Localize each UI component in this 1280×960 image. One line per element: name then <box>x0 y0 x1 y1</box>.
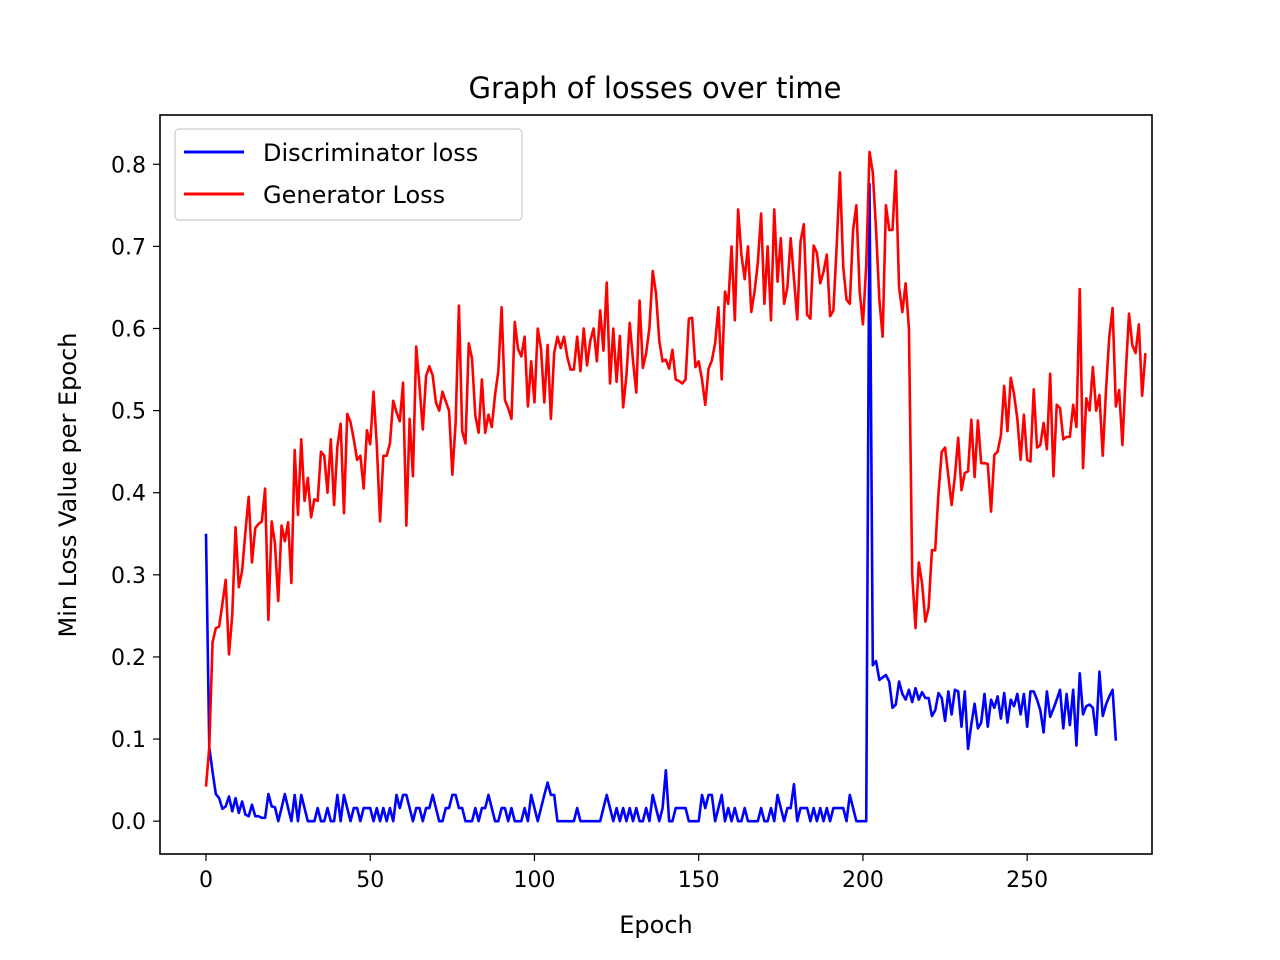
y-tick-label: 0.1 <box>111 728 146 753</box>
legend-label-discriminator: Discriminator loss <box>263 139 478 167</box>
x-axis-label: Epoch <box>619 911 693 939</box>
y-tick-label: 0.5 <box>111 400 146 425</box>
series-line-generator <box>204 150 1147 787</box>
x-tick-label: 150 <box>678 868 720 893</box>
y-axis: 0.0 0.1 0.2 0.3 0.4 0.5 0.6 0.7 0.8 <box>111 153 160 835</box>
y-tick-label: 0.4 <box>111 482 146 507</box>
series-line-discriminator <box>204 182 1118 823</box>
y-axis-label: Min Loss Value per Epoch <box>54 332 82 637</box>
chart-title: Graph of losses over time <box>469 71 842 105</box>
y-tick-label: 0.0 <box>111 810 146 835</box>
y-tick-label: 0.7 <box>111 235 146 260</box>
y-tick-label: 0.3 <box>111 564 146 589</box>
y-tick-label: 0.6 <box>111 317 146 342</box>
x-tick-label: 0 <box>199 868 213 893</box>
legend-box <box>174 128 523 221</box>
legend-label-generator: Generator Loss <box>263 181 445 209</box>
y-tick-label: 0.2 <box>111 646 146 671</box>
plot-frame <box>159 114 1153 855</box>
y-tick-label: 0.8 <box>111 153 146 178</box>
x-tick-label: 250 <box>1006 868 1048 893</box>
legend: Discriminator loss Generator Loss <box>174 128 523 221</box>
plot-area <box>159 114 1153 855</box>
x-axis: 0 50 100 150 200 250 <box>199 854 1048 893</box>
x-tick-label: 100 <box>513 868 555 893</box>
series-lines <box>204 150 1147 823</box>
x-tick-label: 50 <box>356 868 384 893</box>
x-tick-label: 200 <box>842 868 884 893</box>
